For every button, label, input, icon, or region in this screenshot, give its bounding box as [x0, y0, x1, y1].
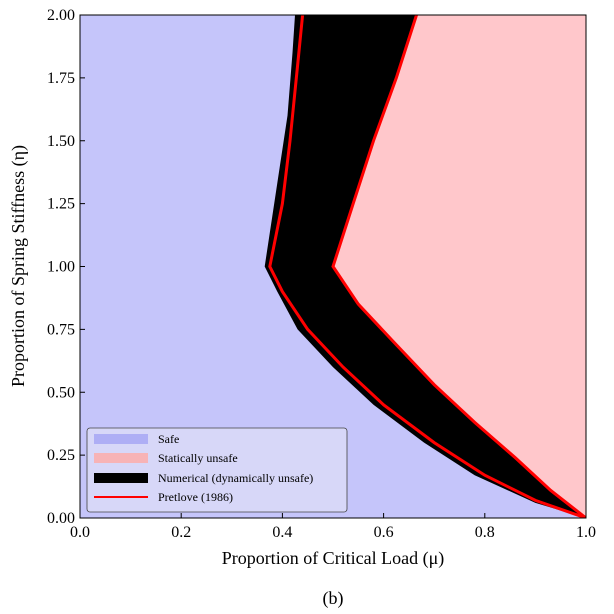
y-tick-label: 1.50: [47, 133, 75, 150]
legend-swatch-safe: [94, 434, 148, 444]
legend-label-safe: Safe: [158, 432, 179, 446]
y-tick-label: 2.00: [47, 7, 75, 24]
x-axis-label: Proportion of Critical Load (μ): [222, 548, 445, 569]
y-axis-label: Proportion of Spring Stiffness (η): [8, 145, 29, 387]
y-tick-label: 0.00: [47, 510, 75, 527]
y-tick-label: 0.75: [47, 321, 75, 338]
legend: Safe Statically unsafe Numerical (dynami…: [86, 427, 348, 513]
y-tick-label: 0.25: [47, 447, 75, 464]
y-tick-label: 1.00: [47, 259, 75, 276]
x-tick-label: 0.6: [374, 524, 394, 541]
y-tick-label: 1.25: [47, 196, 75, 213]
x-tick-label: 0.8: [475, 524, 495, 541]
legend-label-pretlove: Pretlove (1986): [158, 490, 233, 504]
legend-label-numerical: Numerical (dynamically unsafe): [158, 471, 313, 485]
x-tick-label: 0.0: [70, 524, 90, 541]
legend-swatch-numerical: [94, 473, 148, 483]
figure-caption: (b): [323, 588, 344, 609]
x-axis: 0.0 0.2 0.4 0.6 0.8 1.0: [70, 513, 596, 541]
x-tick-label: 1.0: [576, 524, 596, 541]
legend-frame: [86, 427, 348, 513]
y-tick-label: 0.50: [47, 384, 75, 401]
statically-unsafe-region: [333, 15, 586, 518]
pretlove-line-dynamic: [268, 15, 586, 518]
x-tick-label: 0.4: [272, 524, 292, 541]
pretlove-line-static: [331, 15, 586, 518]
numerical-region: [264, 15, 586, 518]
x-tick-label: 0.2: [171, 524, 191, 541]
legend-swatch-statically-unsafe: [94, 453, 148, 463]
legend-label-statically-unsafe: Statically unsafe: [158, 451, 238, 465]
y-axis: 0.00 0.25 0.50 0.75 1.00 1.25 1.50 1.75 2.00: [47, 7, 85, 527]
y-tick-label: 1.75: [47, 70, 75, 87]
